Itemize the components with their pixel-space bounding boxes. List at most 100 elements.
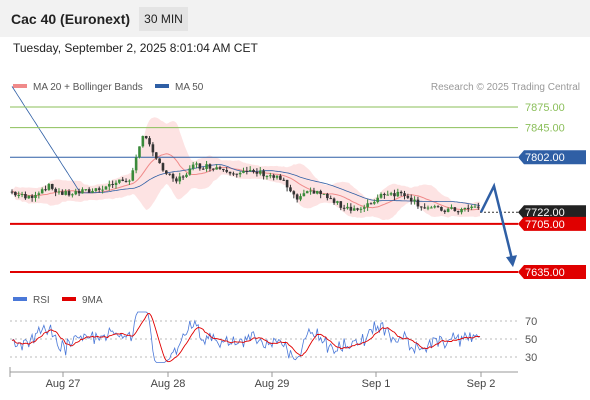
candle <box>232 171 235 176</box>
candle <box>332 197 336 205</box>
candle <box>265 175 269 180</box>
candle <box>24 191 27 200</box>
candle <box>346 202 349 210</box>
candle <box>383 192 386 199</box>
x-tick-label: Sep 1 <box>362 378 391 390</box>
x-tick-label: Sep 2 <box>467 378 496 390</box>
candle <box>171 172 175 182</box>
header-bar: Cac 40 (Euronext) 30 MIN <box>0 0 590 37</box>
candle <box>453 206 457 212</box>
candle <box>97 186 101 193</box>
ma20-swatch <box>13 84 27 88</box>
rsi-tick-label: 30 <box>525 352 537 364</box>
candle <box>399 190 403 197</box>
candle <box>40 187 44 194</box>
candle <box>426 205 430 211</box>
level-tag-pivot <box>518 216 586 231</box>
level-label: 7845.00 <box>525 123 565 135</box>
candle <box>285 179 289 192</box>
candle <box>460 207 463 215</box>
candle <box>477 202 480 210</box>
candle <box>409 194 413 205</box>
candle <box>61 189 64 196</box>
candle <box>242 167 245 174</box>
candle <box>255 168 259 177</box>
candle <box>463 207 467 212</box>
candle <box>312 187 316 194</box>
candle <box>369 202 373 205</box>
candle <box>215 164 218 170</box>
level-label: 7705.00 <box>525 219 565 231</box>
candle <box>181 175 185 180</box>
candle <box>50 183 54 191</box>
forecast-arrow <box>479 182 517 268</box>
candle <box>168 173 171 176</box>
candle <box>74 188 78 196</box>
forecast-arrowhead <box>506 255 517 268</box>
candle <box>188 165 192 176</box>
candle <box>366 199 369 211</box>
candle <box>144 135 148 140</box>
credit-text: Research © 2025 Trading Central <box>431 82 580 93</box>
candle <box>295 193 299 203</box>
level-label: 7722.00 <box>525 207 565 219</box>
candle <box>81 187 84 194</box>
rsi-legend: RSI 9MA <box>13 295 103 306</box>
candle <box>10 189 14 195</box>
candle <box>299 193 302 202</box>
candle <box>211 168 215 172</box>
candle <box>222 168 225 172</box>
candle <box>466 204 470 212</box>
candle <box>305 190 309 194</box>
candle <box>134 154 138 174</box>
interval-badge[interactable]: 30 MIN <box>139 7 188 31</box>
candle <box>77 188 81 197</box>
candle <box>228 171 232 176</box>
candle <box>326 192 329 201</box>
ma50-swatch <box>155 84 169 88</box>
candle <box>148 136 151 147</box>
x-axis-ticks: Aug 27 Aug 28 Aug 29 Sep 1 Sep 2 <box>9 367 496 390</box>
candle <box>292 190 296 199</box>
rsi-line <box>11 311 481 363</box>
candle <box>252 168 255 174</box>
candle <box>302 189 306 197</box>
candle <box>20 191 24 198</box>
candle <box>101 185 104 194</box>
candle <box>443 209 447 214</box>
candle <box>289 184 292 193</box>
candle <box>67 189 71 197</box>
candle <box>319 189 322 199</box>
candle <box>111 180 114 189</box>
candle <box>315 190 319 195</box>
candle <box>359 206 363 213</box>
candle <box>64 189 67 196</box>
candle <box>396 188 400 198</box>
candle <box>178 172 182 185</box>
candle <box>151 142 155 157</box>
level-label: 7635.00 <box>525 267 565 279</box>
candle <box>208 163 212 172</box>
candle <box>423 203 426 209</box>
candle <box>138 146 141 159</box>
candle <box>342 204 346 212</box>
timestamp: Tuesday, September 2, 2025 8:01:04 AM CE… <box>13 41 258 55</box>
price-levels <box>10 106 518 273</box>
candle <box>165 170 168 176</box>
bollinger-bands <box>12 117 480 220</box>
candle <box>71 193 74 198</box>
candle <box>373 199 376 205</box>
candle <box>205 160 208 172</box>
candle <box>124 178 128 183</box>
rsi-ma-line <box>11 313 481 363</box>
candle <box>356 207 359 212</box>
candle <box>191 162 195 171</box>
candle <box>339 201 343 211</box>
level-tag-pivot-resistance <box>518 150 586 165</box>
candle <box>362 204 366 212</box>
candle <box>473 204 477 208</box>
candle <box>282 177 286 181</box>
x-tick-label: Aug 29 <box>255 378 290 390</box>
candle <box>235 173 239 178</box>
